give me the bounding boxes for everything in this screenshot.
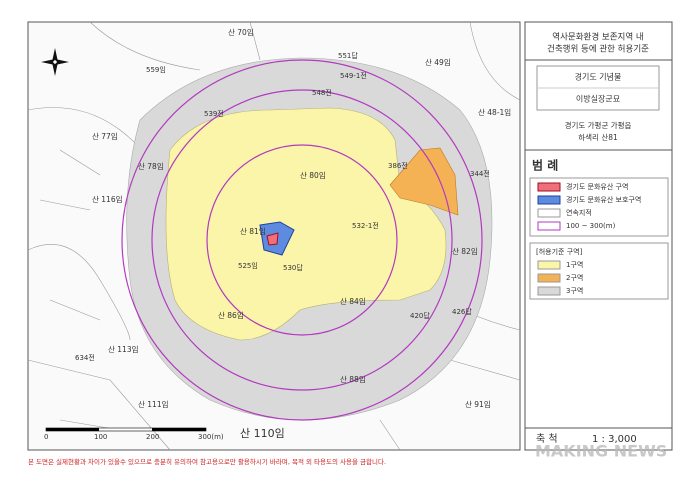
parcel-label: 산 49임 [425, 57, 451, 67]
north-arrow [41, 48, 69, 76]
parcel-label: 산 78임 [138, 161, 164, 171]
parcel-label: 산 86임 [218, 310, 244, 320]
zone-label: 1구역 [566, 260, 583, 269]
parcel-label: 산 111임 [138, 399, 169, 409]
parcel-label: 산 88임 [340, 374, 366, 384]
legend-label: 경기도 문화유산 구역 [566, 182, 628, 191]
parcel-label: 420답 [410, 311, 430, 320]
parcel-label: 549-1전 [340, 71, 367, 80]
parcel-label: 산 110임 [240, 427, 285, 440]
scale-label: 축 척 [536, 433, 558, 445]
parcel-lines [27, 21, 521, 451]
parcel-label: 산 82임 [452, 246, 478, 256]
heritage-zone [266, 232, 279, 246]
zone-label: 2구역 [566, 273, 583, 282]
parcel-label: 525임 [238, 262, 258, 270]
zone-label: 3구역 [566, 286, 583, 295]
legend-swatch [537, 182, 561, 192]
legend-title: 범 례 [532, 158, 558, 173]
scale-tick-label: 200 [146, 433, 159, 441]
legend-label: 100 ~ 300(m) [566, 222, 616, 230]
map-labels: 산 80임 산 81임 산 84임 산 86임 산 88임 산 110임 산 7… [75, 27, 511, 440]
legend-swatch [537, 208, 561, 218]
parcel-label: 532-1전 [352, 221, 379, 230]
panel-title: 역사문화환경 보존지역 내 [552, 32, 643, 43]
parcel-label: 산 77임 [92, 131, 118, 141]
parcel-label: 344전 [470, 169, 490, 178]
legend-label: 연속지적 [566, 208, 592, 217]
parcel-label: 530답 [283, 263, 303, 272]
parcel-label: 386전 [388, 161, 408, 170]
scale-tick-label: 0 [44, 433, 48, 441]
address: 하색리 산81 [578, 132, 618, 142]
buffer-circle [121, 59, 483, 421]
legend-label: 경기도 문화유산 보호구역 [566, 195, 641, 204]
parcel-label: 548전 [312, 88, 332, 97]
disclaimer: 본 도면은 실제현황과 차이가 있을수 있으므로 충분히 유의하여 참고용으로만… [28, 457, 386, 466]
panel-title: 건축행위 등에 관한 허용기준 [547, 44, 649, 55]
parcel-label: 산 116임 [92, 194, 123, 204]
parcel-label: 산 113임 [108, 344, 139, 354]
parcel-label: 551답 [338, 51, 358, 60]
legend-swatch [537, 195, 561, 205]
parcel-label: 산 84임 [340, 296, 366, 306]
buffer-circle [206, 144, 398, 336]
site-name: 이방실장군묘 [576, 94, 620, 104]
parcel-label: 산 81임 [240, 226, 266, 236]
zone-swatch [537, 273, 561, 283]
designation: 경기도 기념물 [575, 72, 622, 82]
parcel-label: 산 80임 [300, 170, 326, 180]
zone-header: [허용기준 구역] [536, 247, 583, 256]
zone-1-area [165, 107, 447, 341]
parcel-label: 634전 [75, 353, 95, 362]
scale-tick-label: 300(m) [198, 433, 224, 441]
parcel-label: 산 48-1임 [478, 107, 511, 117]
scale-tick-label: 100 [94, 433, 107, 441]
zone-swatch [537, 260, 561, 270]
parcel-label: 산 70임 [228, 27, 254, 37]
zone-swatch [537, 286, 561, 296]
parcel-label: 426답 [452, 307, 472, 316]
scale-bar: 0 100 200 300(m) [44, 427, 224, 441]
legend-swatch [537, 221, 561, 231]
parcel-label: 559임 [146, 66, 166, 74]
address: 경기도 가평군 가평읍 [565, 120, 632, 130]
parcel-label: 산 91임 [465, 399, 491, 409]
buffer-circle [151, 89, 453, 391]
watermark: MAKING NEWS [535, 442, 667, 461]
parcel-label: 539전 [204, 109, 224, 118]
scale-value: 1 : 3,000 [592, 434, 637, 445]
zone-2-area [389, 147, 459, 216]
